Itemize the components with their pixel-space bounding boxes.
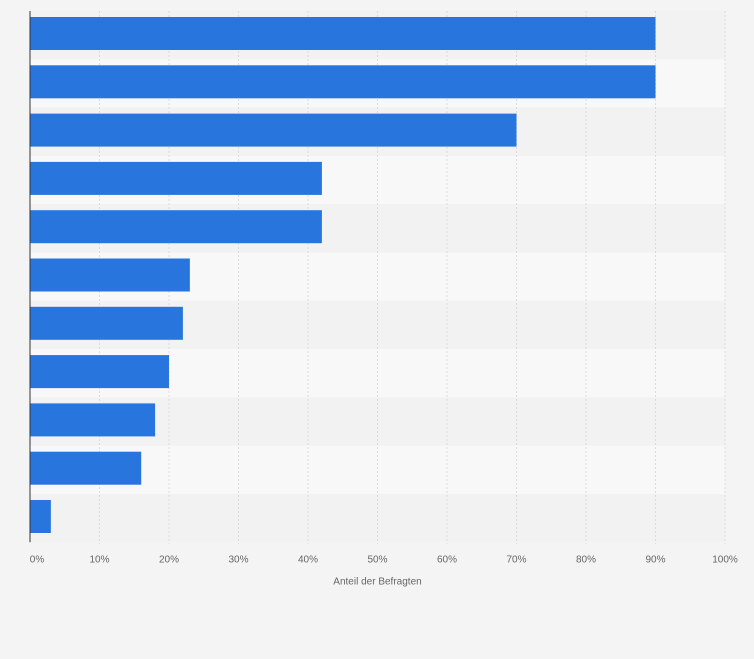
bar[interactable] [30,161,322,195]
bar[interactable] [30,500,51,533]
x-tick-label: 90% [645,554,665,565]
x-tick-label: 30% [228,554,248,565]
row-band [30,445,725,494]
bar[interactable] [30,306,183,340]
x-tick-labels: 0% 10% 20% 30% 40% 50% 60% 70% 80% 90% 100% [30,554,738,565]
bar[interactable] [30,258,190,292]
x-tick-label: 20% [159,554,179,565]
x-tick-label: 80% [576,554,596,565]
bar[interactable] [30,210,322,244]
x-tick-label: 0% [30,554,45,565]
bar[interactable] [30,113,517,147]
x-tick-label: 70% [506,554,526,565]
x-tick-label: 100% [712,554,738,565]
bars [30,17,656,533]
row-band [30,494,725,543]
x-tick-label: 10% [89,554,109,565]
x-tick-label: 60% [437,554,457,565]
x-tick-label: 50% [367,554,387,565]
x-tick-label: 40% [298,554,318,565]
bar[interactable] [30,403,156,437]
bar[interactable] [30,355,169,389]
x-axis-title: Anteil der Befragten [333,576,421,587]
bar[interactable] [30,451,142,485]
bar[interactable] [30,65,656,99]
bar[interactable] [30,17,656,50]
